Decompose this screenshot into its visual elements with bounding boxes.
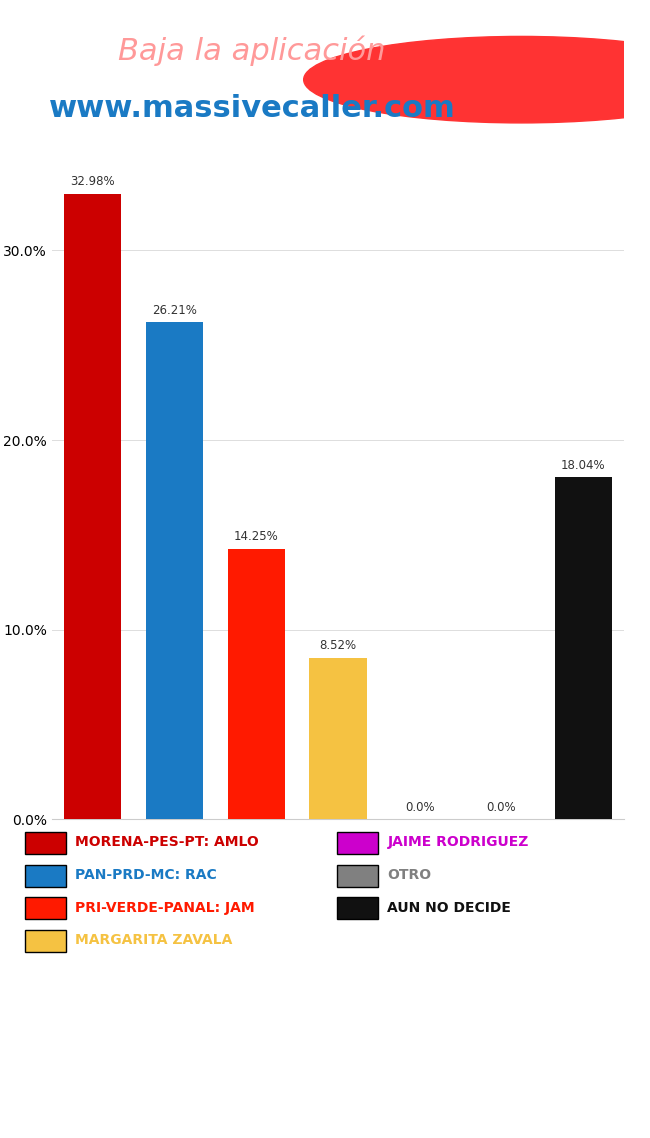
Text: MORENA-PES-PT: AMLO: MORENA-PES-PT: AMLO [75,835,259,849]
Text: MARGARITA ZAVALA: MARGARITA ZAVALA [75,933,233,948]
Text: AUN NO DECIDE: AUN NO DECIDE [387,900,512,915]
Text: JAIME RODRIGUEZ: JAIME RODRIGUEZ [387,835,529,849]
Text: 18.04%: 18.04% [561,459,605,471]
Text: 0.0%: 0.0% [405,801,435,814]
Text: 26.21%: 26.21% [152,304,197,316]
Text: OTRO: OTRO [387,868,432,882]
Text: PAN-PRD-MC: RAC: PAN-PRD-MC: RAC [75,868,217,882]
FancyBboxPatch shape [337,832,378,854]
Text: Baja la aplicación: Baja la aplicación [118,36,386,66]
FancyBboxPatch shape [337,898,378,920]
Circle shape [304,36,650,123]
Text: 8.52%: 8.52% [319,640,357,652]
FancyBboxPatch shape [25,865,66,887]
Text: 32.98%: 32.98% [71,175,115,188]
Text: PRI-VERDE-PANAL: JAM: PRI-VERDE-PANAL: JAM [75,900,255,915]
Bar [227,550,285,819]
FancyBboxPatch shape [25,898,66,920]
Bar [554,477,612,819]
Bar [64,193,122,819]
Text: 14.25%: 14.25% [234,530,279,544]
FancyBboxPatch shape [337,865,378,887]
Text: 0.0%: 0.0% [487,801,516,814]
FancyBboxPatch shape [25,832,66,854]
FancyBboxPatch shape [25,930,66,953]
Text: www.massivecaller.com: www.massivecaller.com [49,93,456,123]
Bar [309,658,367,819]
Text: ENCUESTA NACIONAL DE PRECANDIDATOS: ENCUESTA NACIONAL DE PRECANDIDATOS [62,990,588,1009]
Text: Última actualización: Última actualización [240,1041,410,1059]
Bar [146,322,203,819]
Text: 25 de Marzo: 25 de Marzo [190,1086,460,1123]
